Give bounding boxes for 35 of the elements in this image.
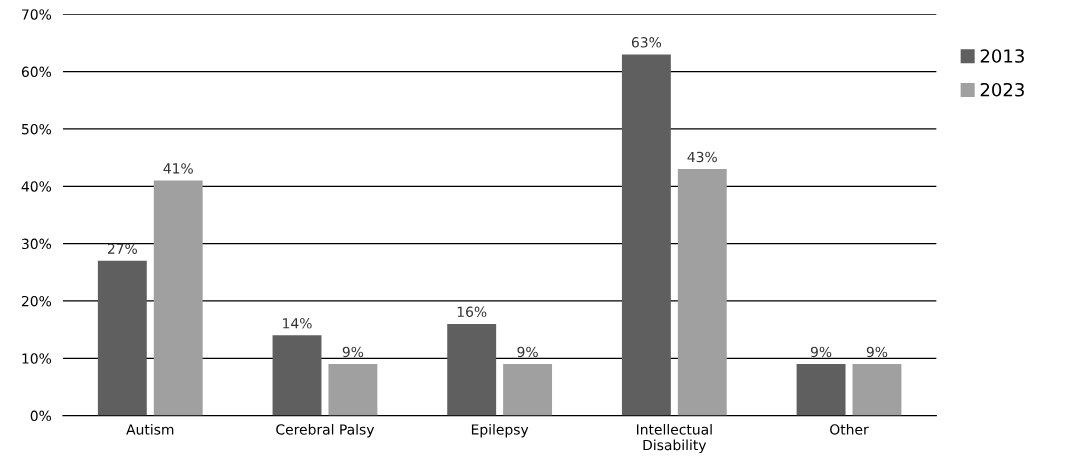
y-tick-label: 60%	[21, 66, 52, 78]
legend-label: 2013	[980, 49, 1024, 63]
bar	[621, 54, 671, 416]
data-label: 9%	[810, 346, 832, 358]
x-tick-label: Epilepsy	[471, 423, 529, 438]
bar	[503, 364, 553, 416]
data-label: 27%	[107, 243, 137, 254]
data-label: 14%	[283, 317, 312, 329]
bar	[677, 169, 727, 416]
x-tick-label: Intellectual Disability	[636, 423, 712, 453]
x-tick-label: Autism	[126, 423, 174, 435]
y-tick-label: 0%	[30, 410, 52, 422]
bar	[852, 364, 902, 416]
data-label: 16%	[457, 306, 487, 318]
y-tick-label: 50%	[22, 123, 52, 135]
data-label: 9%	[517, 346, 538, 358]
data-label: 43%	[687, 151, 717, 163]
bar	[796, 364, 846, 416]
data-label: 63%	[631, 37, 662, 48]
x-tick-label: Cerebral Palsy	[276, 423, 375, 438]
bar	[272, 335, 322, 416]
bar	[153, 180, 203, 416]
data-label: 9%	[342, 346, 364, 358]
y-tick-label: 20%	[21, 295, 52, 307]
legend-label: 2023	[980, 82, 1024, 97]
bar	[447, 323, 497, 416]
bar	[328, 364, 378, 416]
bar	[97, 260, 147, 416]
y-tick-label: 10%	[22, 353, 52, 364]
y-tick-label: 30%	[22, 238, 52, 250]
y-tick-label: 40%	[21, 181, 52, 192]
y-tick-label: 70%	[22, 9, 52, 20]
data-label: 41%	[163, 163, 193, 174]
x-tick-label: Other	[830, 423, 869, 435]
data-label: 9%	[866, 346, 888, 358]
